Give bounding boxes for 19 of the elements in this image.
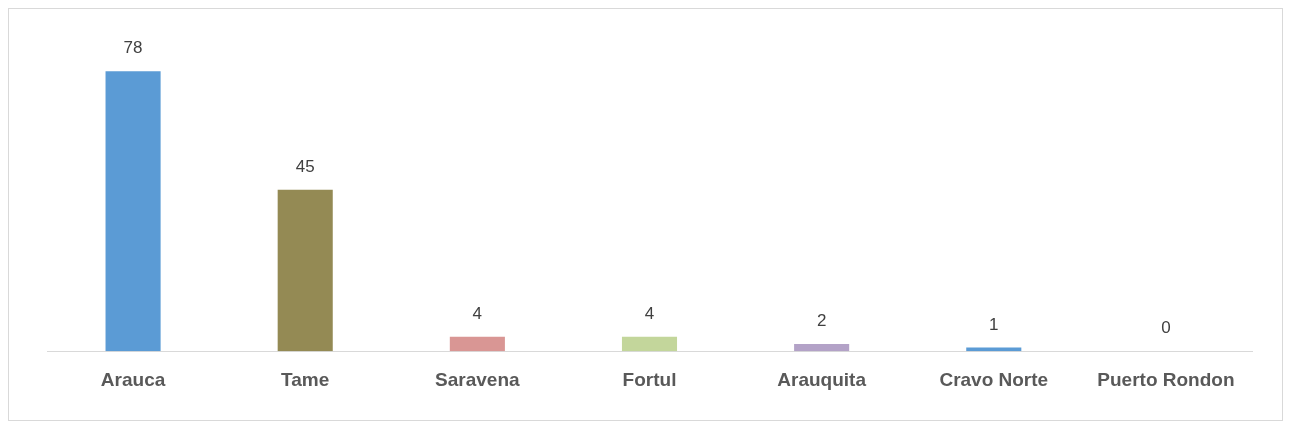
- x-tick-label: Cravo Norte: [939, 368, 1049, 390]
- bar: [621, 336, 678, 352]
- data-label: 78: [123, 38, 143, 58]
- data-label: 2: [816, 311, 827, 331]
- data-label: 1: [989, 314, 999, 334]
- bar: [277, 189, 333, 352]
- x-tick-label: Tame: [281, 368, 330, 390]
- x-tick-label: Arauca: [100, 368, 166, 390]
- data-label: 4: [644, 304, 655, 324]
- bar: [105, 71, 161, 352]
- data-label: 4: [472, 304, 483, 324]
- x-tick-label: Arauquita: [777, 368, 867, 390]
- data-label: 0: [1161, 318, 1171, 338]
- data-label: 45: [295, 156, 315, 176]
- x-tick-label: Fortul: [622, 368, 677, 390]
- bar: [449, 336, 505, 352]
- x-tick-label: Puerto Rondon: [1097, 368, 1235, 390]
- bar: [794, 344, 850, 352]
- x-tick-label: Saravena: [435, 368, 521, 390]
